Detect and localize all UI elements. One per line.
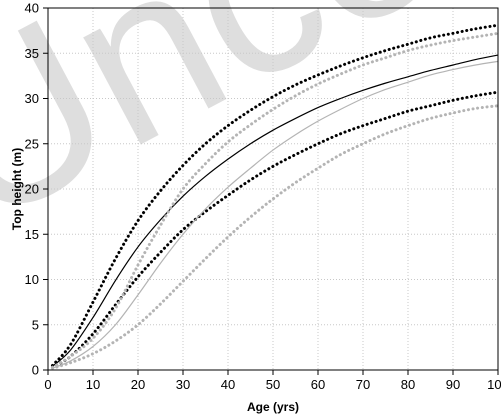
x-tick-label: 0 [44, 377, 51, 392]
series-line-1 [51, 23, 500, 367]
y-tick-label: 5 [32, 317, 39, 332]
y-axis-title: Top height (m) [10, 148, 24, 230]
y-tick-label: 20 [25, 182, 39, 197]
y-tick-label: 30 [25, 91, 39, 106]
grid-layer [48, 8, 498, 370]
series-layer [51, 23, 500, 370]
y-tick-label: 40 [25, 1, 39, 16]
watermark-text: Uncorrected [0, 0, 501, 273]
series-line-6 [51, 104, 500, 370]
x-tick-label: 40 [221, 377, 235, 392]
series-line-2 [52, 54, 499, 367]
x-tick-label: 50 [266, 377, 280, 392]
axis-layer: 0 10 20 30 40 50 60 70 80 90 100 0 5 10 15 20 25 30 35 40 [25, 1, 501, 393]
y-tick-label: 25 [25, 136, 39, 151]
y-tick-label: 15 [25, 227, 39, 242]
y-tick-label: 10 [25, 272, 39, 287]
x-tick-label: 60 [311, 377, 325, 392]
plot-frame [47, 7, 499, 371]
x-tick-label: 20 [131, 377, 145, 392]
series-line-3 [51, 90, 500, 369]
x-tick-label: 80 [401, 377, 415, 392]
x-tick-label: 90 [446, 377, 460, 392]
x-tick-label: 30 [176, 377, 190, 392]
x-tick-label: 10 [86, 377, 100, 392]
x-tick-label: 100 [487, 377, 501, 392]
y-tick-label: 35 [25, 46, 39, 61]
series-line-5 [52, 60, 499, 369]
y-tick-label: 0 [32, 363, 39, 378]
x-axis-title: Age (yrs) [247, 400, 299, 414]
x-tick-label: 70 [356, 377, 370, 392]
